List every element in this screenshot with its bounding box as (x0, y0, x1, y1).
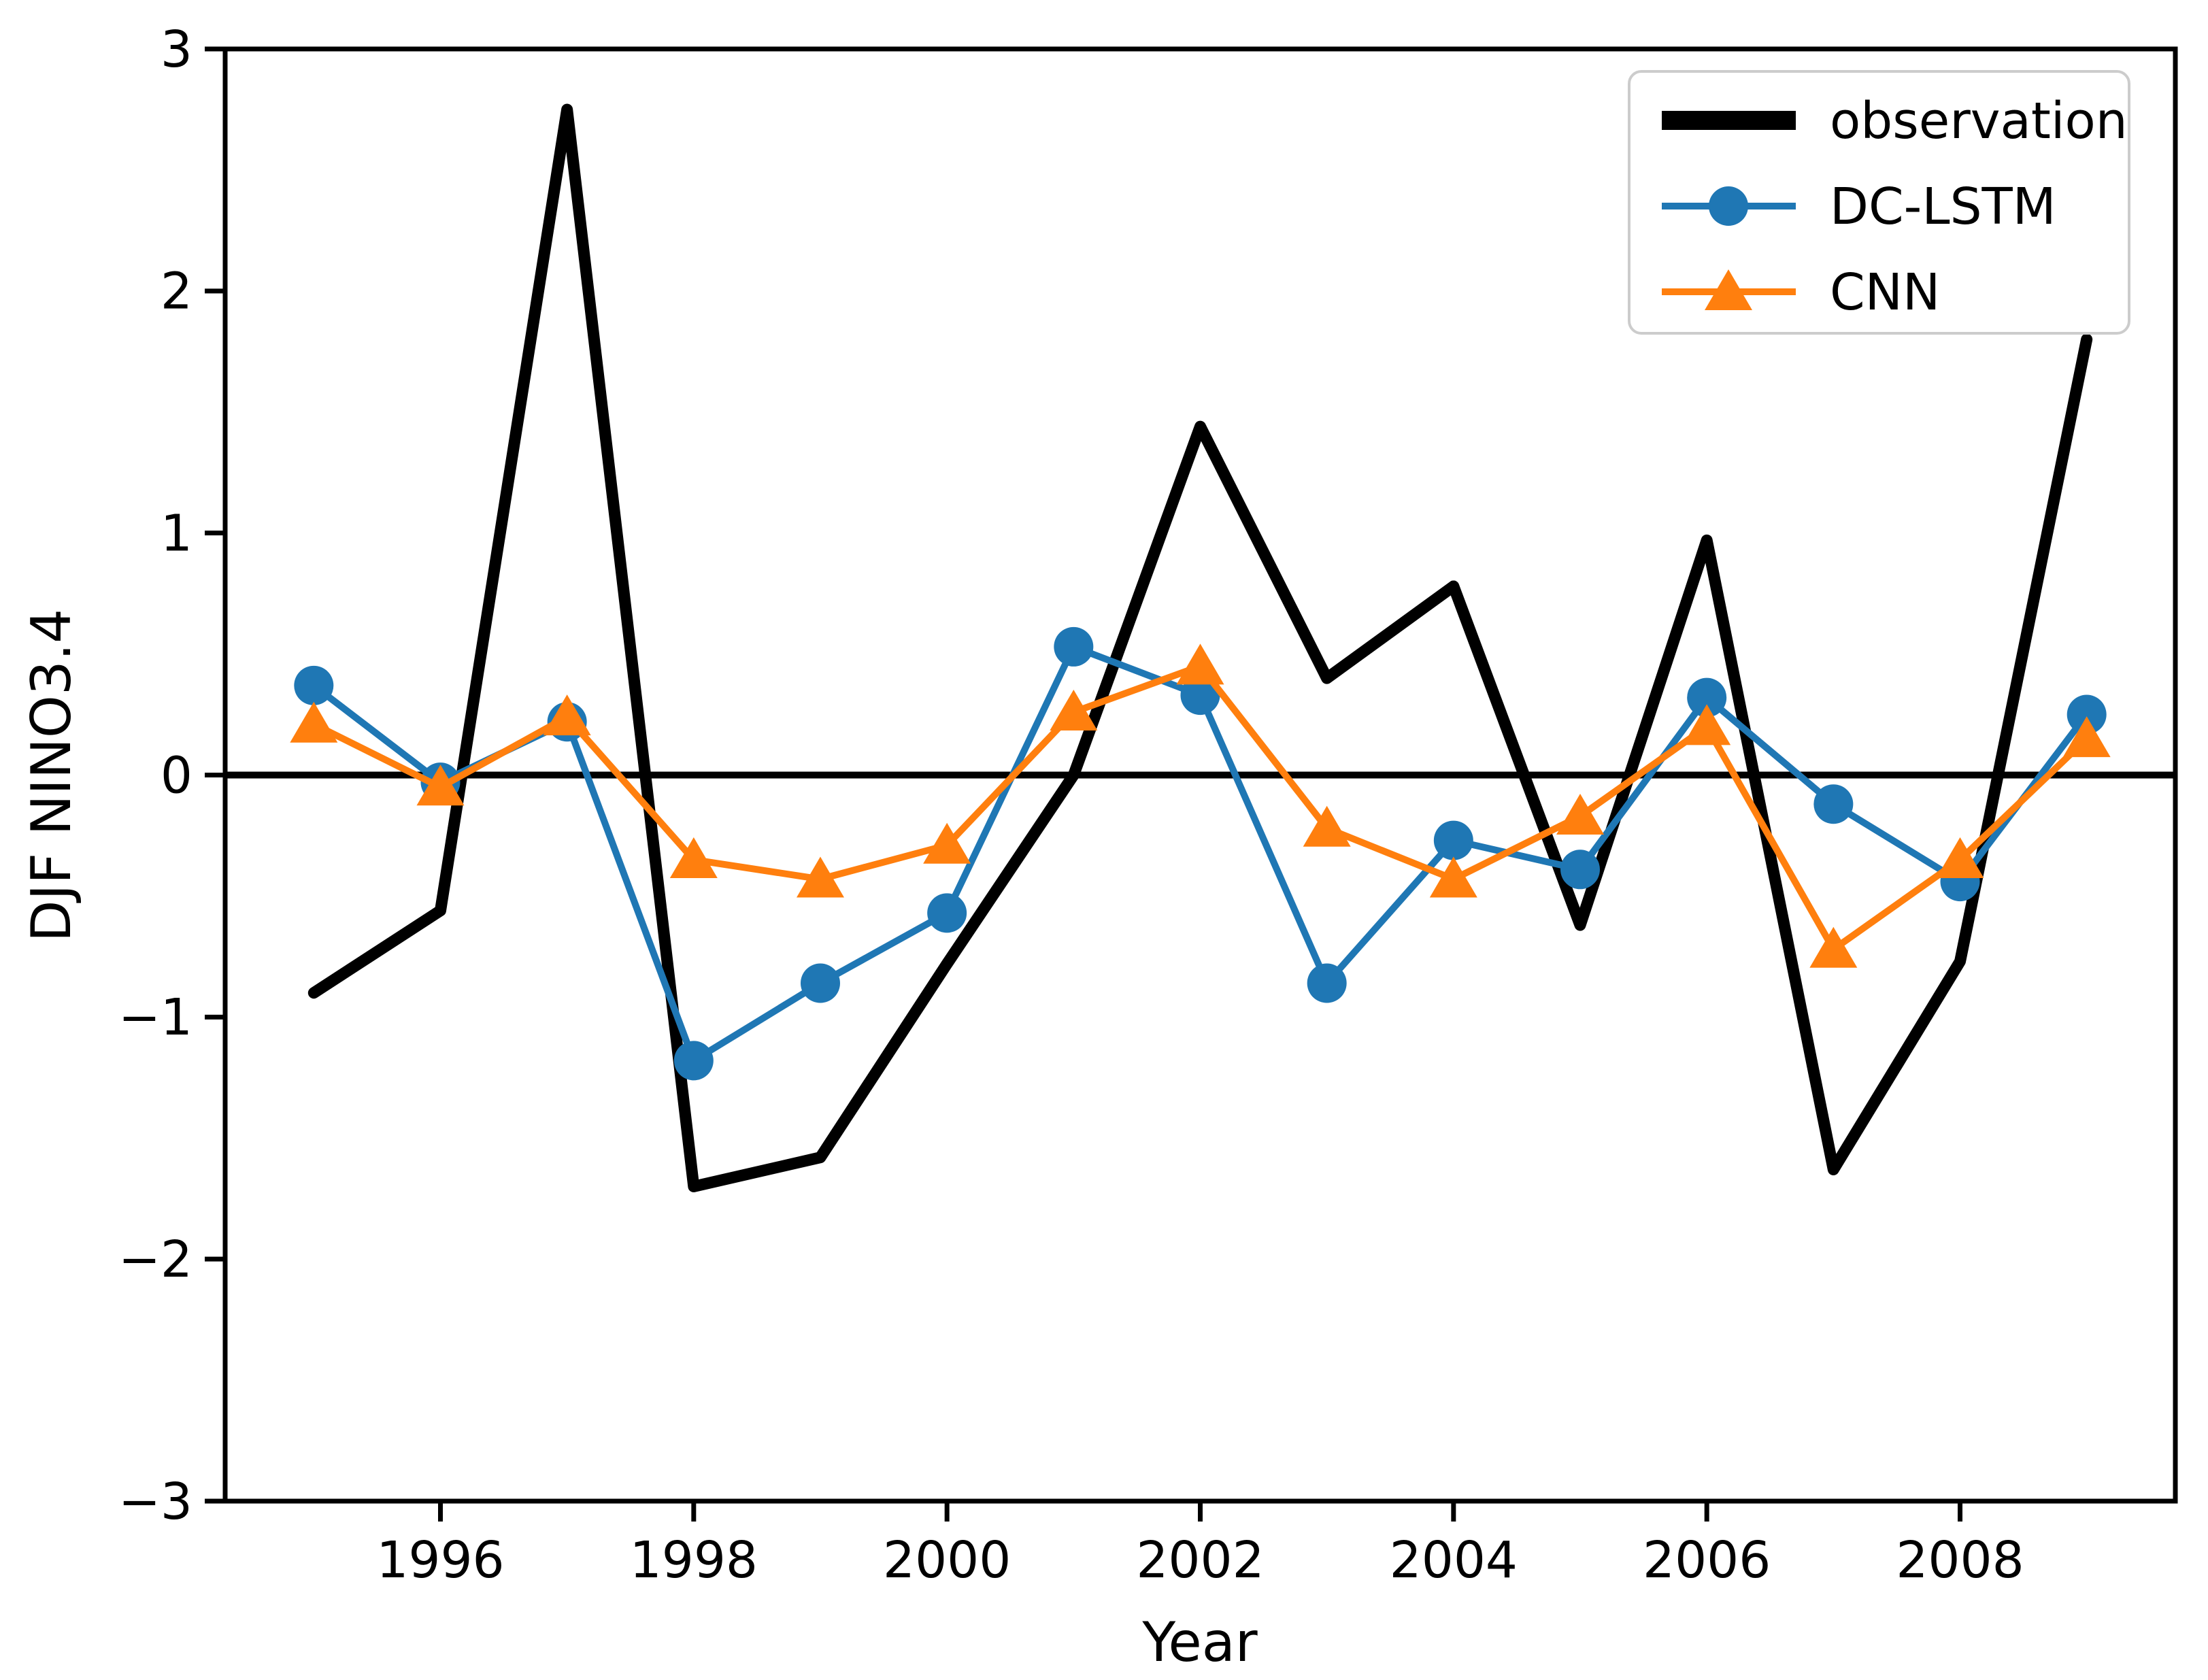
series-dc-lstm-marker (1433, 820, 1473, 860)
series-cnn-marker (416, 765, 465, 806)
series-cnn-marker (290, 701, 338, 743)
series-cnn-marker (1429, 856, 1477, 898)
series-dc-lstm-marker (2067, 694, 2107, 735)
y-tick-label: 0 (161, 746, 193, 805)
series-dc-lstm-marker (800, 963, 840, 1003)
series-observation-line (307, 103, 2093, 1192)
legend-marker-triangle-icon (1705, 269, 1752, 310)
legend-label-cnn: CNN (1830, 263, 1940, 322)
legend-entry-dc-lstm: DC-LSTM (1662, 178, 2056, 236)
series-dc-lstm-marker (1054, 626, 1094, 667)
x-tick-label: 2004 (1390, 1531, 1518, 1590)
series-cnn-marker (543, 694, 591, 736)
y-tick-label: −1 (118, 988, 193, 1047)
series-cnn-marker (1303, 805, 1351, 847)
y-tick-label: 1 (161, 505, 193, 563)
series-dc-lstm-marker (673, 1041, 714, 1081)
series-dc-lstm-marker (294, 665, 334, 705)
series-dc-lstm-marker (1180, 675, 1220, 716)
legend-label-observation: observation (1830, 92, 2128, 150)
legend-marker-circle-icon (1709, 186, 1748, 226)
legend-entry-observation: observation (1662, 92, 2128, 150)
series-cnn-marker (923, 822, 971, 864)
y-tick-label: −3 (118, 1473, 193, 1531)
x-tick-label: 2002 (1136, 1531, 1264, 1590)
series-cnn-marker (1050, 689, 1098, 730)
series-cnn-marker (1809, 926, 1858, 968)
y-tick-label: 3 (161, 20, 193, 79)
x-tick-label: 2006 (1643, 1531, 1771, 1590)
series-cnn-marker (796, 856, 844, 898)
legend-label-dc-lstm: DC-LSTM (1830, 178, 2056, 236)
series-dc-lstm-marker (1687, 677, 1727, 718)
x-axis-label: Year (1141, 1611, 1257, 1674)
series-cnn-marker (1176, 643, 1224, 685)
series-cnn-marker (1936, 837, 1984, 879)
series-dc-lstm-marker (927, 893, 967, 933)
series-dc-lstm-marker (1307, 963, 1347, 1003)
series-cnn-marker (669, 837, 718, 879)
y-axis-label: DJF NINO3.4 (20, 609, 83, 942)
series-cnn-marker (1683, 704, 1731, 745)
x-tick-label: 1998 (630, 1531, 758, 1590)
y-tick-label: 2 (161, 263, 193, 321)
x-tick-label: 2000 (883, 1531, 1011, 1590)
legend-box (1628, 70, 2130, 335)
legend-entry-cnn: CNN (1662, 263, 1940, 322)
series-cnn-marker (2062, 716, 2111, 758)
series-dc-lstm-marker (1813, 784, 1854, 824)
y-tick-label: −2 (118, 1230, 193, 1289)
legend: observation DC-LSTM CNN (1628, 70, 2130, 335)
x-tick-label: 2008 (1896, 1531, 2024, 1590)
x-tick-label: 1996 (376, 1531, 504, 1590)
series-dc-lstm-marker (1560, 850, 1601, 890)
series-cnn-marker (1556, 793, 1605, 835)
